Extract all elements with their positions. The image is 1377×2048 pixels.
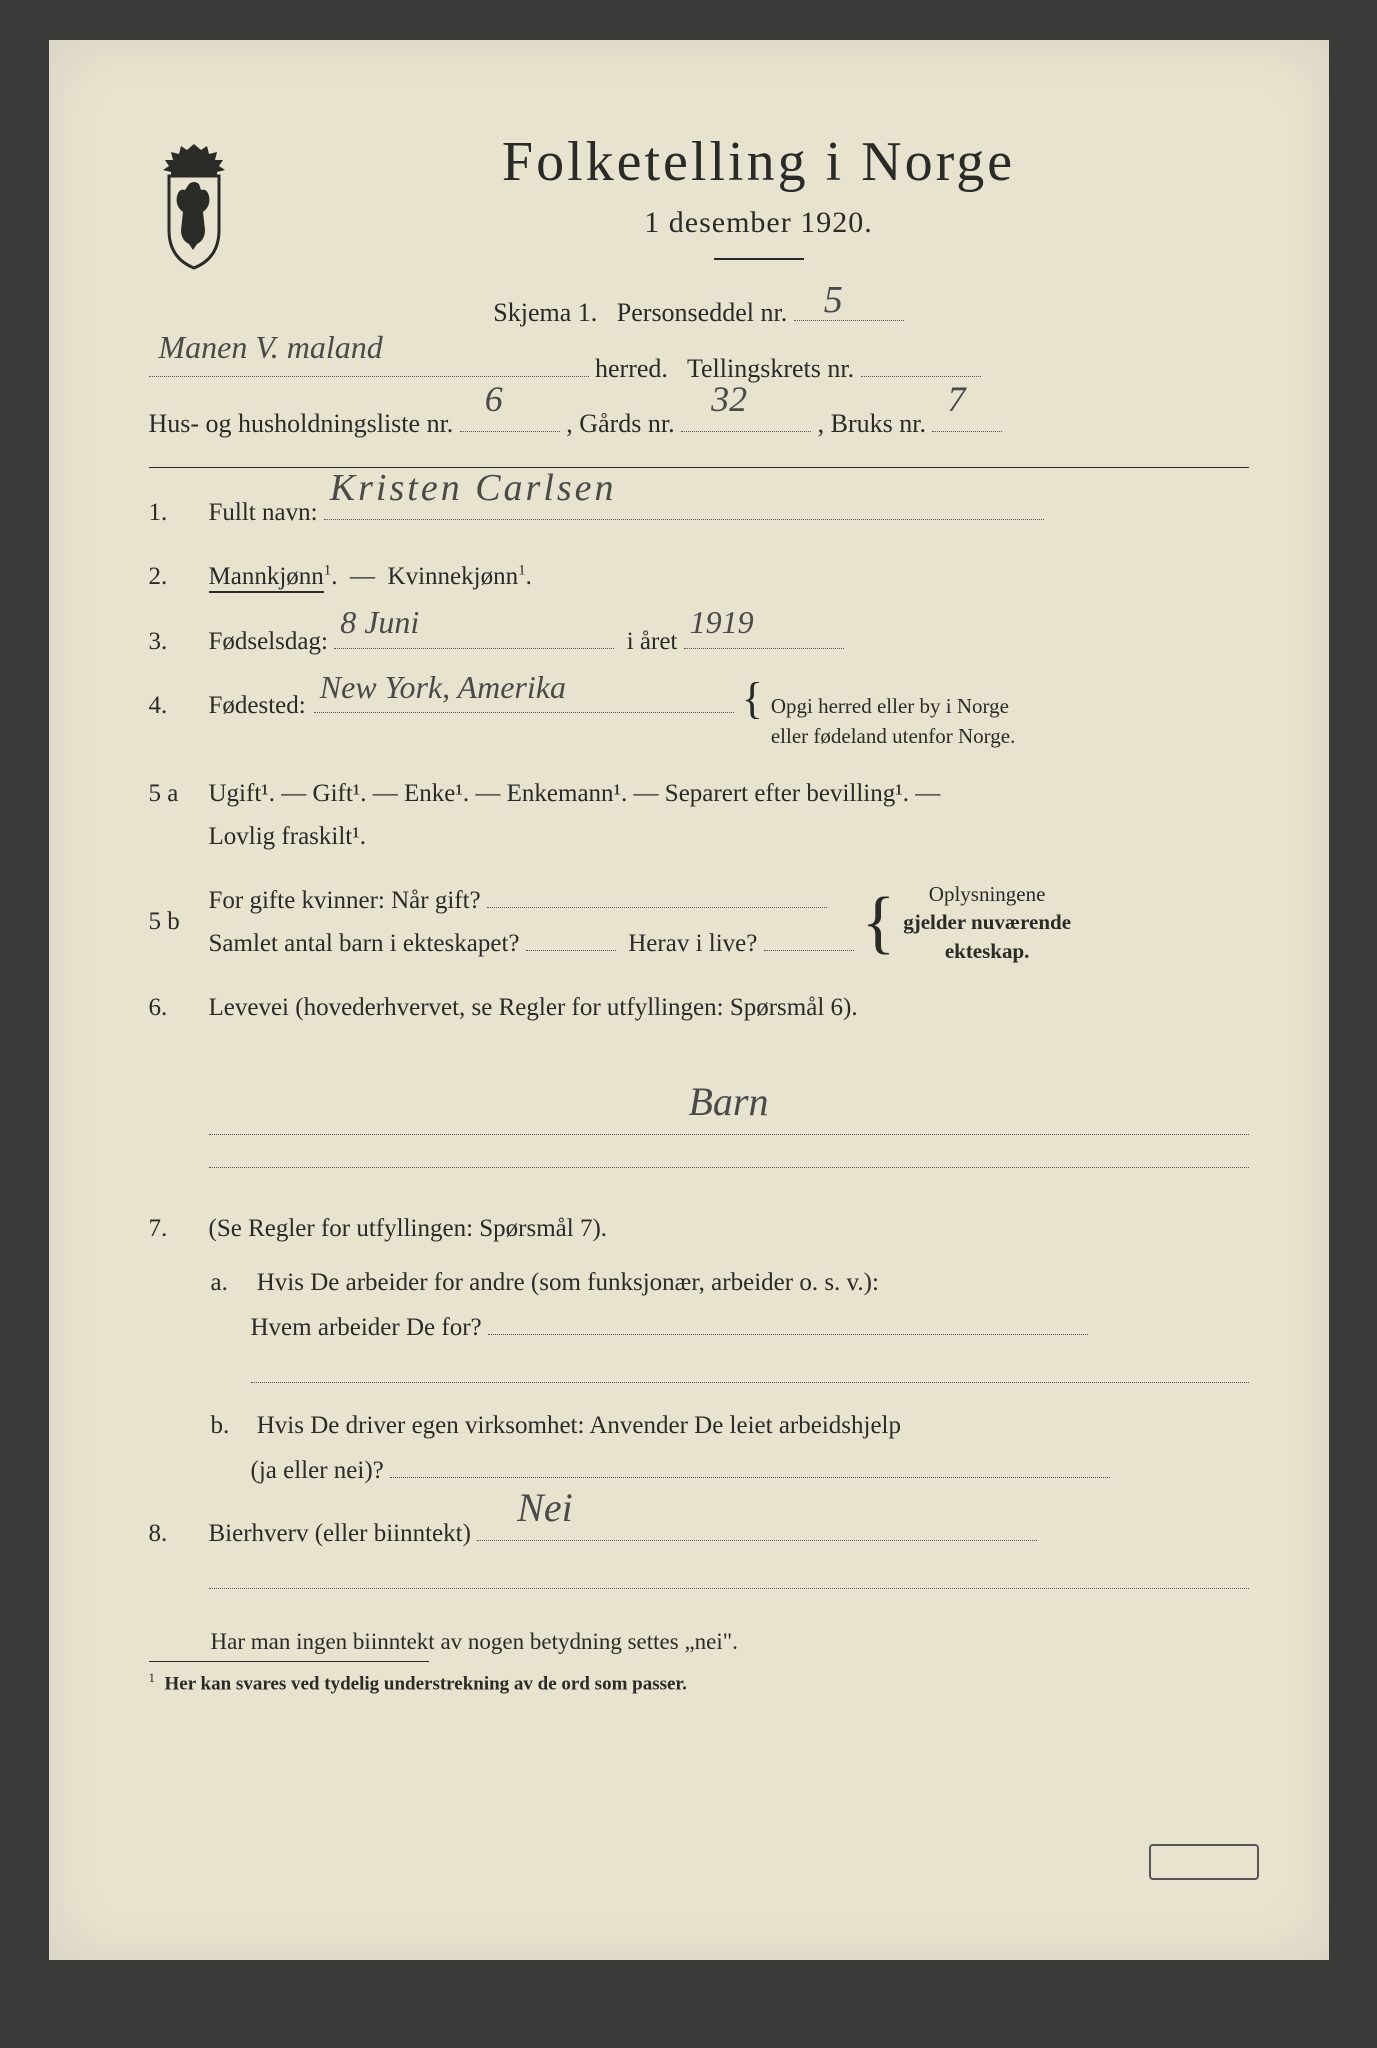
q7a-label: a. [211, 1260, 251, 1305]
q6-value: Barn [689, 1079, 769, 1124]
footer-note: Har man ingen biinntekt av nogen betydni… [211, 1629, 1249, 1655]
q1: 1. Fullt navn: Kristen Carlsen [149, 492, 1249, 535]
q2-sup2: 1 [518, 563, 526, 579]
q5a: 5 a Ugift¹. — Gift¹. — Enke¹. — Enkemann… [149, 773, 1249, 858]
q5a-line2: Lovlig fraskilt¹. [209, 823, 366, 850]
document-paper: Folketelling i Norge 1 desember 1920. Sk… [49, 40, 1329, 1960]
bruks-nr: 7 [947, 365, 965, 433]
q7b-text1: Hvis De driver egen virksomhet: Anvender… [257, 1412, 901, 1439]
gards-nr: 32 [711, 365, 747, 433]
personseddel-label: Personseddel nr. [617, 298, 787, 327]
subtitle: 1 desember 1920. [269, 206, 1249, 240]
q3: 3. Fødselsdag: 8 Juni i året 1919 [149, 621, 1249, 664]
herred-line: Manen V. maland herred. Tellingskrets nr… [149, 344, 1249, 393]
q5b-side: Oplysningene gjelder nuværende ekteskap. [903, 880, 1071, 965]
husliste-label: Hus- og husholdningsliste nr. [149, 409, 454, 438]
q7b-label: b. [211, 1403, 251, 1448]
husliste-line: Hus- og husholdningsliste nr. 6 , Gårds … [149, 399, 1249, 448]
herred-value: Manen V. maland [159, 317, 383, 378]
q8-label: Bierhverv (eller biinntekt) [209, 1520, 471, 1547]
q7a: a. Hvis De arbeider for andre (som funks… [211, 1260, 1249, 1383]
bruks-label: , Bruks nr. [818, 409, 926, 438]
divider-top [149, 467, 1249, 468]
q3-year-label: i året [627, 628, 678, 655]
q8-num: 8. [149, 1513, 209, 1556]
q5b-label2: Samlet antal barn i ekteskapet? [209, 930, 520, 957]
footnote: 1 Her kan svares ved tydelig understrekn… [149, 1670, 1249, 1695]
footnote-rule [149, 1661, 429, 1662]
q2-num: 2. [149, 556, 209, 599]
q5a-options: Ugift¹. — Gift¹. — Enke¹. — Enkemann¹. —… [209, 780, 941, 807]
q8-line2 [209, 1588, 1249, 1589]
main-title: Folketelling i Norge [269, 130, 1249, 194]
skjema-label: Skjema 1. [493, 298, 597, 327]
q4-label: Fødested: [209, 685, 306, 728]
q4: 4. Fødested: New York, Amerika { Opgi he… [149, 685, 1249, 751]
q7a-text1: Hvis De arbeider for andre (som funksjon… [257, 1269, 879, 1296]
title-block: Folketelling i Norge 1 desember 1920. [269, 130, 1249, 288]
q6-label: Levevei (hovederhvervet, se Regler for u… [209, 994, 858, 1021]
gards-label: , Gårds nr. [566, 409, 674, 438]
q3-year: 1919 [690, 595, 754, 649]
q8-value: Nei [517, 1474, 573, 1542]
q5a-num: 5 a [149, 773, 209, 816]
q7-label: (Se Regler for utfyllingen: Spørsmål 7). [209, 1215, 608, 1242]
herred-label: herred. [595, 354, 668, 383]
q1-num: 1. [149, 492, 209, 535]
q6-line2 [209, 1167, 1249, 1168]
q1-value: Kristen Carlsen [330, 456, 617, 521]
printer-stamp [1149, 1844, 1259, 1880]
q6: 6. Levevei (hovederhvervet, se Regler fo… [149, 987, 1249, 1186]
q8: 8. Bierhverv (eller biinntekt) Nei [149, 1513, 1249, 1607]
q7a-text2: Hvem arbeider De for? [251, 1314, 482, 1341]
q2-mann: Mannkjønn [209, 563, 324, 593]
title-rule [714, 258, 804, 260]
q5b-label1: For gifte kvinner: Når gift? [209, 887, 481, 914]
q5b-num: 5 b [149, 901, 209, 944]
q3-label: Fødselsdag: [209, 628, 328, 655]
brace-icon-2: { [862, 905, 896, 940]
q4-num: 4. [149, 685, 209, 728]
brace-icon: { [742, 688, 763, 710]
q5b: 5 b For gifte kvinner: Når gift? Samlet … [149, 880, 1249, 965]
q2: 2. Mannkjønn1. — Kvinnekjønn1. [149, 556, 1249, 599]
personseddel-nr: 5 [824, 278, 843, 322]
q2-kvinne: Kvinnekjønn [388, 563, 519, 590]
coat-of-arms-icon [149, 140, 239, 270]
q3-num: 3. [149, 621, 209, 664]
husliste-nr: 6 [485, 365, 503, 433]
q7b: b. Hvis De driver egen virksomhet: Anven… [211, 1403, 1249, 1493]
header: Folketelling i Norge 1 desember 1920. [149, 130, 1249, 288]
q7: 7. (Se Regler for utfyllingen: Spørsmål … [149, 1208, 1249, 1251]
q7b-text2: (ja eller nei)? [251, 1457, 384, 1484]
q4-value: New York, Amerika [320, 660, 566, 714]
q7a-line2 [251, 1382, 1249, 1383]
q4-note: Opgi herred eller by i Norge eller fødel… [771, 692, 1016, 751]
q7-num: 7. [149, 1208, 209, 1251]
q1-label: Fullt navn: [209, 499, 318, 526]
q3-day: 8 Juni [340, 595, 419, 649]
q5b-label3: Herav i live? [628, 930, 757, 957]
q6-num: 6. [149, 987, 209, 1030]
